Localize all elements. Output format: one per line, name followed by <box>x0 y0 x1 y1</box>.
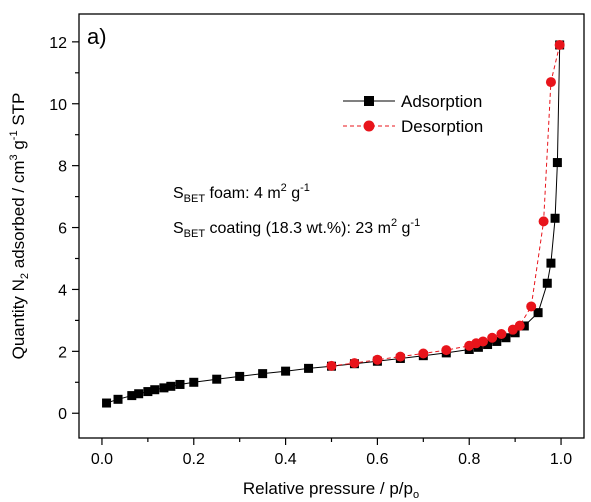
legend-desorption-label: Desorption <box>401 117 483 136</box>
adsorption-point <box>175 379 185 389</box>
legend-adsorption-label: Adsorption <box>401 92 482 111</box>
desorption-point <box>441 345 452 356</box>
y-tick-label: 8 <box>58 159 67 176</box>
desorption-point <box>464 340 475 351</box>
series-line-adsorption <box>106 44 561 404</box>
adsorption-point <box>483 340 493 350</box>
desorption-point <box>496 329 507 340</box>
y-tick-label: 0 <box>58 406 67 423</box>
axis-ticks <box>72 41 562 445</box>
adsorption-point <box>542 278 552 288</box>
desorption-point <box>395 351 406 362</box>
adsorption-point <box>304 363 314 373</box>
adsorption-point <box>102 398 112 408</box>
x-tick-label: 1.0 <box>550 451 572 468</box>
adsorption-point <box>258 369 268 379</box>
legend-adsorption-marker <box>364 96 374 106</box>
x-tick-label: 0.8 <box>458 451 480 468</box>
adsorption-point <box>281 366 291 376</box>
adsorption-point <box>492 336 502 346</box>
legend: Adsorption Desorption <box>343 92 483 136</box>
x-tick-labels: 0.0 0.2 0.4 0.6 0.8 1.0 <box>91 451 572 468</box>
adsorption-point <box>546 258 556 268</box>
y-tick-label: 4 <box>58 282 67 299</box>
adsorption-point <box>150 385 160 395</box>
legend-desorption-marker <box>363 120 375 132</box>
desorption-point <box>326 360 337 371</box>
desorption-point <box>545 77 556 88</box>
x-tick-label: 0.2 <box>183 451 205 468</box>
x-tick-label: 0.6 <box>366 451 388 468</box>
series-layer <box>102 39 565 408</box>
y-tick-label: 12 <box>49 35 67 52</box>
y-tick-labels: 0 2 4 6 8 10 12 <box>49 35 67 423</box>
adsorption-point <box>550 213 560 223</box>
desorption-point <box>349 358 360 369</box>
adsorption-point <box>501 333 511 343</box>
adsorption-point <box>113 394 123 404</box>
x-axis-title: Relative pressure / p/po <box>243 479 419 501</box>
y-tick-label: 10 <box>49 97 67 114</box>
y-axis-title: Quantity N2 adsorbed / cm3 g-1 STP <box>8 93 31 360</box>
adsorption-point <box>552 158 562 168</box>
adsorption-point <box>533 308 543 318</box>
adsorption-point <box>143 387 153 397</box>
desorption-point <box>538 216 549 227</box>
desorption-point <box>372 354 383 365</box>
panel-label: a) <box>87 24 107 49</box>
adsorption-point <box>212 374 222 384</box>
adsorption-point <box>189 377 199 387</box>
y-tick-label: 2 <box>58 344 67 361</box>
adsorption-point <box>127 391 137 401</box>
desorption-point <box>418 348 429 359</box>
desorption-point <box>554 39 565 50</box>
adsorption-point <box>235 371 245 381</box>
y-tick-label: 6 <box>58 221 67 238</box>
annotation-coating: SBET coating (18.3 wt.%): 23 m2 g-1 <box>173 217 420 240</box>
x-tick-label: 0.0 <box>91 451 113 468</box>
desorption-point <box>526 301 537 312</box>
desorption-point <box>507 324 518 335</box>
annotation-foam: SBET foam: 4 m2 g-1 <box>173 182 310 205</box>
x-tick-label: 0.4 <box>274 451 296 468</box>
adsorption-point <box>134 389 144 399</box>
adsorption-point <box>159 383 169 393</box>
adsorption-point <box>166 381 176 391</box>
desorption-point <box>487 332 498 343</box>
